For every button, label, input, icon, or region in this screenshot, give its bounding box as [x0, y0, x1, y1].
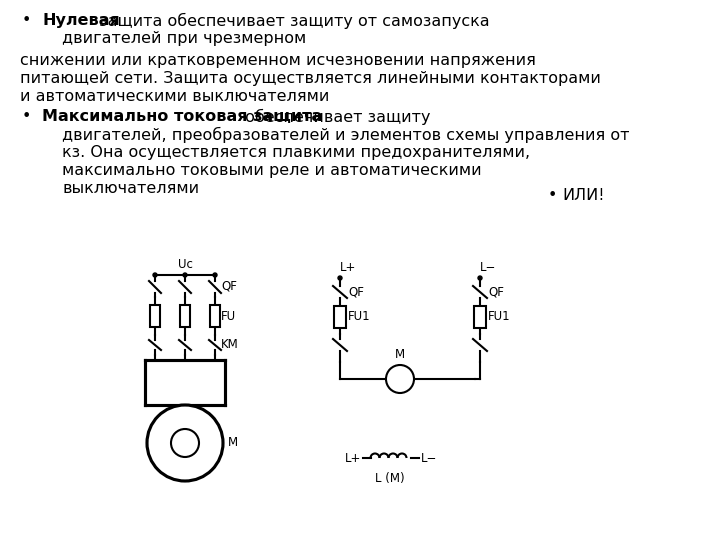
- Text: Нулевая: Нулевая: [42, 13, 120, 28]
- Circle shape: [478, 276, 482, 280]
- Text: и автоматическими выключателями: и автоматическими выключателями: [20, 89, 329, 104]
- Text: KM: KM: [221, 339, 239, 352]
- Circle shape: [153, 273, 157, 277]
- Circle shape: [171, 429, 199, 457]
- Text: L−: L−: [420, 451, 437, 464]
- Text: QF: QF: [221, 280, 237, 293]
- Circle shape: [213, 273, 217, 277]
- Text: кз. Она осуществляется плавкими предохранителями,: кз. Она осуществляется плавкими предохра…: [62, 145, 530, 160]
- Text: выключателями: выключателями: [62, 181, 199, 196]
- Text: Максимально токовая защита: Максимально токовая защита: [42, 109, 323, 124]
- Text: L (M): L (M): [375, 472, 405, 485]
- Text: обеспечивает защиту: обеспечивает защиту: [240, 109, 430, 125]
- Text: L−: L−: [480, 261, 496, 274]
- Text: •: •: [22, 109, 32, 124]
- Bar: [150, 305, 160, 327]
- Text: максимально токовыми реле и автоматическими: максимально токовыми реле и автоматическ…: [62, 163, 482, 178]
- Circle shape: [386, 365, 414, 393]
- Text: Uc: Uc: [178, 258, 192, 271]
- Text: двигателей, преобразователей и элементов схемы управления от: двигателей, преобразователей и элементов…: [62, 127, 629, 143]
- Text: M: M: [395, 348, 405, 361]
- Text: •: •: [22, 13, 32, 28]
- Text: •: •: [548, 187, 557, 202]
- Text: QF: QF: [348, 286, 364, 299]
- Text: FU: FU: [221, 309, 236, 322]
- Bar: [180, 305, 190, 327]
- Bar: [210, 305, 220, 327]
- Text: L+: L+: [345, 451, 361, 464]
- Text: защита обеспечивает защиту от самозапуска: защита обеспечивает защиту от самозапуск…: [94, 13, 490, 29]
- Text: FU1: FU1: [488, 310, 510, 323]
- Text: ИЛИ!: ИЛИ!: [562, 187, 605, 202]
- Text: снижении или кратковременном исчезновении напряжения: снижении или кратковременном исчезновени…: [20, 53, 536, 68]
- Text: двигателей при чрезмерном: двигателей при чрезмерном: [62, 31, 306, 46]
- Text: M: M: [228, 436, 238, 449]
- Circle shape: [147, 405, 223, 481]
- Text: QF: QF: [488, 286, 504, 299]
- Circle shape: [338, 276, 342, 280]
- Text: FU1: FU1: [348, 310, 371, 323]
- Text: L+: L+: [340, 261, 356, 274]
- Bar: [474, 306, 486, 328]
- Text: питающей сети. Защита осуществляется линейными контакторами: питающей сети. Защита осуществляется лин…: [20, 71, 601, 86]
- Circle shape: [183, 273, 187, 277]
- Bar: [334, 306, 346, 328]
